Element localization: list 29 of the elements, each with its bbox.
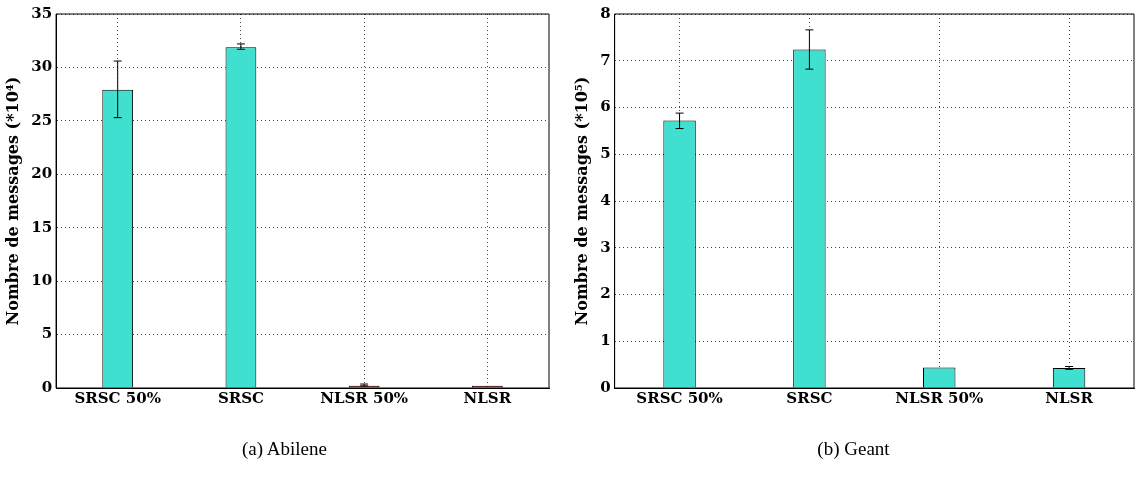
x-tick-label: NLSR 50% [895,388,984,407]
y-tick-label: 1 [600,331,611,350]
y-tick-label: 15 [31,217,53,236]
text: (b) Geant [816,438,891,460]
y-tick-label: 5 [600,144,611,163]
x-tick-label: SRSC [217,388,265,407]
x-tick-label: SRSC [786,388,833,407]
y-tick-label: 3 [600,237,611,256]
y-tick-label: 10 [31,271,53,290]
y-tick-label: 0 [600,377,611,396]
y-tick-label: 20 [31,164,53,183]
y-tick-label: 0 [41,377,53,396]
y-axis-title: Nombre de messages (*10⁴) [2,76,22,326]
x-tick-label: SRSC 50% [74,388,161,407]
x-tick-label: NLSR [463,388,512,407]
x-tick-label: SRSC 50% [636,388,723,407]
y-tick-label: 8 [600,3,611,22]
y-tick-label: 35 [31,3,53,22]
y-tick-label: 25 [31,110,53,129]
y-tick-label: 5 [41,324,53,343]
y-tick-label: 7 [600,50,611,69]
y-tick-label: 2 [600,284,611,303]
y-tick-label: 30 [31,57,53,76]
y-tick-label: 4 [600,190,611,209]
y-tick-label: 6 [600,97,611,116]
y-axis-title: Nombre de messages (*10⁵) [571,76,591,326]
x-tick-label: NLSR [1045,388,1094,407]
x-tick-label: NLSR 50% [320,388,409,407]
text: (a) Abilene [241,438,328,460]
